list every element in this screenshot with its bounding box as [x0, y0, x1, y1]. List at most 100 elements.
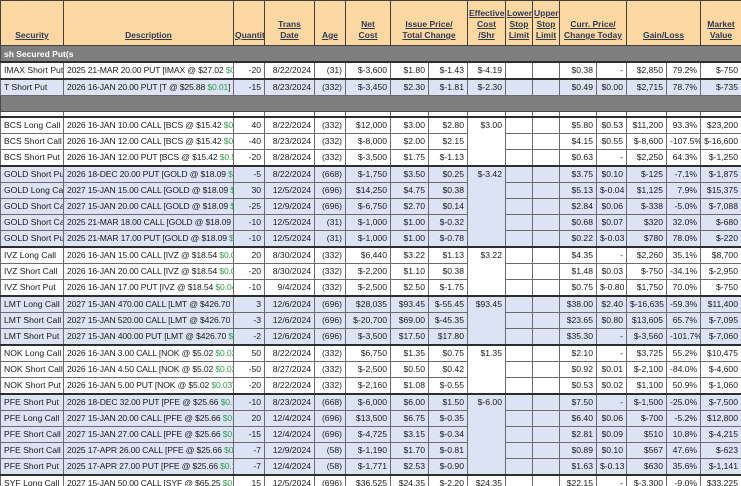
change-today-cell[interactable]: -: [596, 148, 627, 166]
gain-cell[interactable]: $-125: [626, 164, 667, 183]
trans-date-cell[interactable]: 12/9/2024: [264, 197, 315, 215]
total-change-cell[interactable]: $-45.35: [428, 311, 468, 329]
gain-pct-cell[interactable]: -5.0%: [666, 197, 701, 215]
market-value-cell[interactable]: $-735: [700, 78, 741, 96]
lower-stop-cell[interactable]: [505, 262, 533, 280]
age-cell[interactable]: (31): [314, 213, 346, 231]
total-change-cell[interactable]: $-0.34: [428, 425, 468, 443]
description-cell[interactable]: 2026 16-JAN 10.00 CALL [BCS @ $15.42 $0.…: [63, 115, 234, 134]
upper-stop-cell[interactable]: [532, 229, 560, 247]
description-cell[interactable]: 2027 15-JAN 400.00 PUT [LMT @ $426.70 $3…: [63, 327, 234, 345]
description-cell[interactable]: 2026 16-JAN 15.00 CALL [IVZ @ $18.54 $0.…: [63, 245, 234, 264]
effective-cost-cell[interactable]: $-2.30: [467, 78, 506, 96]
gain-pct-cell[interactable]: 35.6%: [666, 457, 701, 475]
gain-pct-cell[interactable]: 10.8%: [666, 425, 701, 443]
gain-cell[interactable]: $1,100: [626, 376, 667, 394]
quantity-cell[interactable]: -20: [233, 262, 265, 280]
description-cell[interactable]: 2026 16-JAN 20.00 CALL [IVZ @ $18.54 $0.…: [63, 262, 234, 280]
gain-pct-cell[interactable]: 70.0%: [666, 278, 701, 296]
description-cell[interactable]: 2026 16-JAN 12.00 PUT [BCS @ $15.42 $0.5…: [63, 148, 234, 166]
curr-price-cell[interactable]: $2.81: [559, 425, 597, 443]
net-cost-cell[interactable]: $-3,500: [345, 148, 391, 166]
col-header-upper-stop-limit[interactable]: Upper Stop Limit: [532, 0, 560, 46]
gain-cell[interactable]: $-750: [626, 262, 667, 280]
curr-price-cell[interactable]: $6.40: [559, 409, 597, 427]
upper-stop-cell[interactable]: [532, 115, 560, 134]
upper-stop-cell[interactable]: [532, 278, 560, 296]
effective-cost-cell[interactable]: $-3.42: [467, 164, 506, 247]
net-cost-cell[interactable]: $-8,000: [345, 132, 391, 150]
security-cell[interactable]: GOLD Long Call: [0, 181, 64, 199]
change-today-cell[interactable]: -: [596, 61, 627, 80]
trans-date-cell[interactable]: 12/4/2024: [264, 425, 315, 443]
upper-stop-cell[interactable]: [532, 164, 560, 183]
gain-pct-cell[interactable]: -107.5%: [666, 132, 701, 150]
market-value-cell[interactable]: $-1,250: [700, 148, 741, 166]
lower-stop-cell[interactable]: [505, 229, 533, 247]
lower-stop-cell[interactable]: [505, 148, 533, 166]
issue-price-cell[interactable]: $24.35: [390, 473, 429, 486]
curr-price-cell[interactable]: $5.80: [559, 115, 597, 134]
col-header-curr-price-change-today[interactable]: Curr. Price/ Change Today: [559, 0, 627, 46]
net-cost-cell[interactable]: $-20,700: [345, 311, 391, 329]
age-cell[interactable]: (332): [314, 343, 346, 362]
change-today-cell[interactable]: $-0.80: [596, 278, 627, 296]
curr-price-cell[interactable]: $1.63: [559, 457, 597, 475]
age-cell[interactable]: (696): [314, 473, 346, 486]
age-cell[interactable]: (696): [314, 181, 346, 199]
total-change-cell[interactable]: $0.25: [428, 164, 468, 183]
lower-stop-cell[interactable]: [505, 197, 533, 215]
trans-date-cell[interactable]: 12/5/2024: [264, 473, 315, 486]
col-header-gain-loss[interactable]: Gain/Loss: [626, 0, 701, 46]
age-cell[interactable]: (668): [314, 164, 346, 183]
upper-stop-cell[interactable]: [532, 327, 560, 345]
market-value-cell[interactable]: $-1,141: [700, 457, 741, 475]
issue-price-cell[interactable]: $2.50: [390, 278, 429, 296]
quantity-cell[interactable]: 20: [233, 409, 265, 427]
change-today-cell[interactable]: $0.55: [596, 132, 627, 150]
effective-cost-cell[interactable]: $3.22: [467, 245, 506, 296]
curr-price-cell[interactable]: $1.48: [559, 262, 597, 280]
gain-pct-cell[interactable]: 50.9%: [666, 376, 701, 394]
lower-stop-cell[interactable]: [505, 441, 533, 459]
quantity-cell[interactable]: -20: [233, 61, 265, 80]
upper-stop-cell[interactable]: [532, 197, 560, 215]
age-cell[interactable]: (332): [314, 132, 346, 150]
col-header-trans-date[interactable]: Trans Date: [264, 0, 315, 46]
gain-pct-cell[interactable]: 78.0%: [666, 229, 701, 247]
change-today-cell[interactable]: $0.07: [596, 213, 627, 231]
quantity-cell[interactable]: -50: [233, 360, 265, 378]
age-cell[interactable]: (696): [314, 425, 346, 443]
security-cell[interactable]: GOLD Short Call: [0, 213, 64, 231]
market-value-cell[interactable]: $-2,950: [700, 262, 741, 280]
market-value-cell[interactable]: $-7,500: [700, 392, 741, 411]
gain-cell[interactable]: $-2,100: [626, 360, 667, 378]
issue-price-cell[interactable]: $2.70: [390, 197, 429, 215]
gain-pct-cell[interactable]: 65.7%: [666, 311, 701, 329]
issue-price-cell[interactable]: $3.15: [390, 425, 429, 443]
net-cost-cell[interactable]: $-2,500: [345, 360, 391, 378]
col-header-security[interactable]: Security: [0, 0, 64, 46]
net-cost-cell[interactable]: $-3,500: [345, 327, 391, 345]
net-cost-cell[interactable]: $-2,200: [345, 262, 391, 280]
lower-stop-cell[interactable]: [505, 327, 533, 345]
curr-price-cell[interactable]: $0.38: [559, 61, 597, 80]
upper-stop-cell[interactable]: [532, 343, 560, 362]
effective-cost-cell[interactable]: $1.35: [467, 343, 506, 394]
trans-date-cell[interactable]: 9/4/2024: [264, 278, 315, 296]
lower-stop-cell[interactable]: [505, 311, 533, 329]
total-change-cell[interactable]: $0.42: [428, 360, 468, 378]
market-value-cell[interactable]: $-680: [700, 213, 741, 231]
trans-date-cell[interactable]: 8/22/2024: [264, 376, 315, 394]
description-cell[interactable]: 2027 15-JAN 15.00 CALL [GOLD @ $18.09 $0…: [63, 181, 234, 199]
description-cell[interactable]: 2025 17-APR 26.00 CALL [PFE @ $25.66 $0.…: [63, 441, 234, 459]
quantity-cell[interactable]: -10: [233, 392, 265, 411]
issue-price-cell[interactable]: $1.70: [390, 441, 429, 459]
security-cell[interactable]: PFE Short Call: [0, 441, 64, 459]
gain-cell[interactable]: $-1,500: [626, 392, 667, 411]
curr-price-cell[interactable]: $7.50: [559, 392, 597, 411]
lower-stop-cell[interactable]: [505, 61, 533, 80]
net-cost-cell[interactable]: $-3,450: [345, 78, 391, 96]
security-cell[interactable]: BCS Short Call: [0, 132, 64, 150]
curr-price-cell[interactable]: $23.65: [559, 311, 597, 329]
